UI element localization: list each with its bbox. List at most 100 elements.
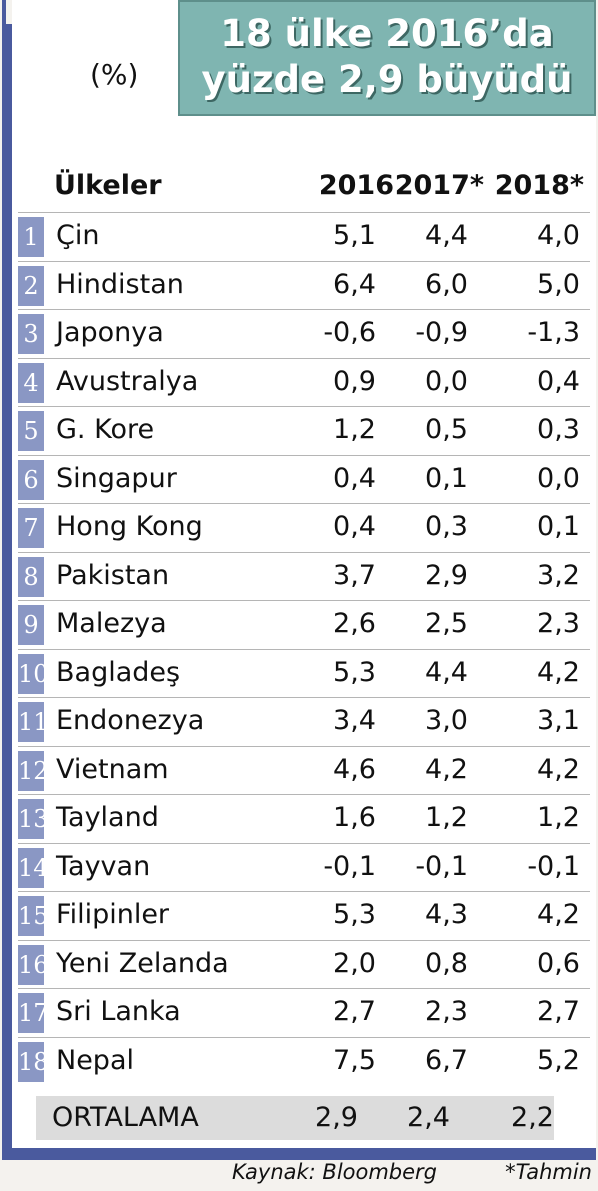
value-2016: -0,6 xyxy=(323,317,376,348)
value-2017: -0,1 xyxy=(415,850,468,882)
value-2016: 2,6 xyxy=(333,608,376,639)
average-2018: 2,2 xyxy=(511,1102,554,1133)
value-2018: 4,2 xyxy=(537,656,580,688)
country-name: Tayland xyxy=(56,802,159,833)
header-2018: 2018* xyxy=(494,170,584,201)
rank-badge: 6 xyxy=(18,459,44,500)
table-panel xyxy=(12,0,596,1148)
rank-badge: 15 xyxy=(18,896,49,936)
table-row: 16 Yeni Zelanda 2,0 0,8 0,6 xyxy=(18,939,590,989)
value-2017: 0,8 xyxy=(425,947,468,979)
title-box: 18 ülke 2016’da yüzde 2,9 büyüdü xyxy=(178,0,596,116)
rank-badge: 7 xyxy=(18,508,44,548)
value-2017: -0,9 xyxy=(415,317,468,348)
table-row: 9 Malezya 2,6 2,5 2,3 xyxy=(18,600,590,649)
value-2016: 2,7 xyxy=(333,996,376,1027)
value-2017: 1,2 xyxy=(425,802,468,833)
value-2018: 4,2 xyxy=(537,899,580,930)
country-name: Endonezya xyxy=(56,705,205,736)
value-2016: 1,6 xyxy=(333,802,376,833)
value-2016: 5,3 xyxy=(333,899,376,930)
value-2016: 1,2 xyxy=(333,414,376,445)
country-name: Hindistan xyxy=(56,268,184,300)
value-2016: 0,9 xyxy=(333,365,376,397)
country-name: Bagladeş xyxy=(56,656,181,688)
average-2017: 2,4 xyxy=(407,1102,450,1133)
value-2018: 3,1 xyxy=(537,705,580,736)
value-2016: 4,6 xyxy=(333,753,376,785)
value-2018: 3,2 xyxy=(537,559,580,591)
country-name: G. Kore xyxy=(56,414,155,445)
table-row: 11 Endonezya 3,4 3,0 3,1 xyxy=(18,697,590,746)
value-2017: 4,3 xyxy=(425,899,468,930)
table-row: 12 Vietnam 4,6 4,2 4,2 xyxy=(18,745,590,795)
value-2017: 0,3 xyxy=(425,511,468,542)
value-2016: 0,4 xyxy=(333,511,376,542)
rank-badge: 3 xyxy=(18,314,44,354)
table-header: Ülkeler 2016 2017* 2018* xyxy=(52,170,590,210)
country-name: Avustralya xyxy=(56,365,199,397)
value-2018: 0,4 xyxy=(537,365,580,397)
value-2017: 6,7 xyxy=(425,1044,468,1076)
value-2018: -0,1 xyxy=(527,850,580,882)
table-row: 7 Hong Kong 0,4 0,3 0,1 xyxy=(18,503,590,552)
rank-badge: 12 xyxy=(18,750,49,791)
average-row: ORTALAMA 2,9 2,4 2,2 xyxy=(36,1096,554,1140)
value-2018: 4,2 xyxy=(537,753,580,785)
average-label: ORTALAMA xyxy=(52,1102,199,1133)
title-line-2: yüzde 2,9 büyüdü xyxy=(201,58,573,101)
header-country: Ülkeler xyxy=(54,170,162,201)
value-2018: 0,6 xyxy=(537,947,580,979)
value-2016: 7,5 xyxy=(333,1044,376,1076)
value-2016: 5,3 xyxy=(333,656,376,688)
value-2018: -1,3 xyxy=(527,317,580,348)
value-2017: 2,3 xyxy=(425,996,468,1027)
estimate-note: *Tahmin xyxy=(505,1160,592,1184)
value-2017: 4,4 xyxy=(425,656,468,688)
rank-badge: 16 xyxy=(18,944,49,985)
table-row: 1 Çin 5,1 4,4 4,0 xyxy=(18,212,590,261)
rank-badge: 8 xyxy=(18,556,44,597)
value-2018: 1,2 xyxy=(537,802,580,833)
value-2016: -0,1 xyxy=(323,850,376,882)
title-line-1: 18 ülke 2016’da xyxy=(220,12,554,55)
average-2016: 2,9 xyxy=(315,1102,358,1133)
table-row: 3 Japonya -0,6 -0,9 -1,3 xyxy=(18,309,590,358)
table-row: 6 Singapur 0,4 0,1 0,0 xyxy=(18,454,590,504)
value-2017: 2,5 xyxy=(425,608,468,639)
value-2018: 0,1 xyxy=(537,511,580,542)
value-2016: 0,4 xyxy=(333,462,376,494)
rank-badge: 10 xyxy=(18,653,49,694)
table-row: 2 Hindistan 6,4 6,0 5,0 xyxy=(18,260,590,310)
value-2018: 0,3 xyxy=(537,414,580,445)
unit-label: (%) xyxy=(90,58,139,91)
value-2017: 0,1 xyxy=(425,462,468,494)
header-2017: 2017* xyxy=(394,170,484,201)
table-row: 4 Avustralya 0,9 0,0 0,4 xyxy=(18,357,590,407)
country-name: Çin xyxy=(56,220,100,251)
rank-badge: 11 xyxy=(18,702,49,742)
country-name: Vietnam xyxy=(56,753,169,785)
country-name: Filipinler xyxy=(56,899,170,930)
value-2018: 5,0 xyxy=(537,268,580,300)
value-2018: 2,3 xyxy=(537,608,580,639)
rank-badge: 5 xyxy=(18,411,44,451)
country-name: Tayvan xyxy=(56,850,151,882)
value-2017: 4,2 xyxy=(425,753,468,785)
value-2018: 5,2 xyxy=(537,1044,580,1076)
value-2016: 2,0 xyxy=(333,947,376,979)
value-2016: 3,7 xyxy=(333,559,376,591)
rank-badge: 1 xyxy=(18,217,44,257)
table-row: 17 Sri Lanka 2,7 2,3 2,7 xyxy=(18,988,590,1037)
rank-badge: 17 xyxy=(18,993,49,1033)
value-2017: 6,0 xyxy=(425,268,468,300)
value-2017: 3,0 xyxy=(425,705,468,736)
value-2017: 2,9 xyxy=(425,559,468,591)
source-note: Kaynak: Bloomberg xyxy=(232,1160,438,1184)
country-name: Malezya xyxy=(56,608,167,639)
table-row: 10 Bagladeş 5,3 4,4 4,2 xyxy=(18,648,590,698)
table-row: 15 Filipinler 5,3 4,3 4,2 xyxy=(18,891,590,940)
value-2018: 2,7 xyxy=(537,996,580,1027)
rank-badge: 14 xyxy=(18,847,49,888)
value-2016: 5,1 xyxy=(333,220,376,251)
